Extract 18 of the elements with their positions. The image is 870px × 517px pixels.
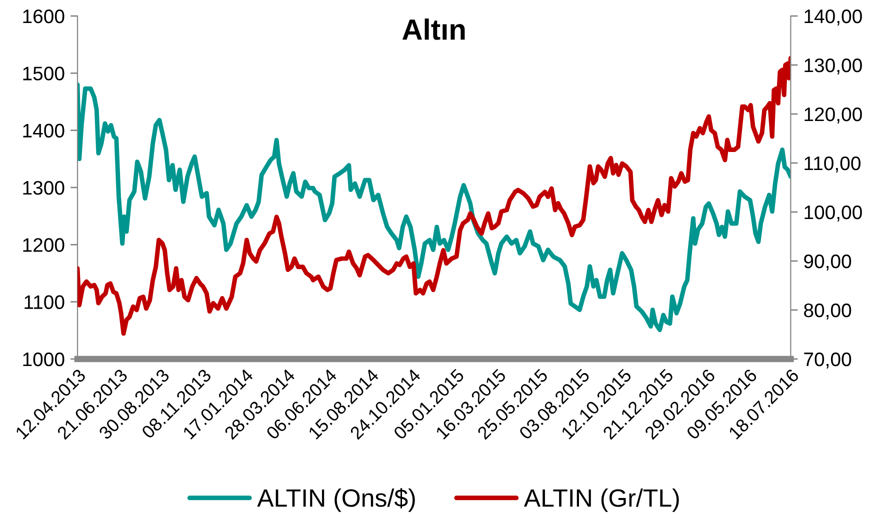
y-tick-label: 1100 (24, 295, 64, 310)
y2-tick-label: 120,00 (804, 107, 862, 124)
y2-tick-label: 130,00 (804, 58, 862, 75)
y2-tick-label: 80,00 (804, 303, 852, 320)
y2-tick-label: 90,00 (804, 254, 852, 271)
y-tick-label: 1400 (23, 124, 64, 138)
y2-tick-label: 70,00 (804, 352, 852, 369)
y-tick-label: 1300 (23, 180, 64, 195)
y2-tick-label: 140,00 (804, 9, 862, 26)
y-tick-label: 1200 (23, 238, 64, 252)
y2-tick-label: 110,00 (804, 156, 860, 173)
legend-label: ALTIN (Ons/$) (257, 488, 415, 512)
y2-tick-label: 100,00 (804, 205, 862, 222)
y-tick-label: 1000 (23, 352, 64, 366)
legend-label: ALTIN (Gr/TL) (524, 488, 679, 512)
y-tick-label: 1600 (23, 9, 64, 24)
chart-title: Altın (402, 18, 465, 40)
y-tick-label: 1500 (23, 66, 64, 80)
